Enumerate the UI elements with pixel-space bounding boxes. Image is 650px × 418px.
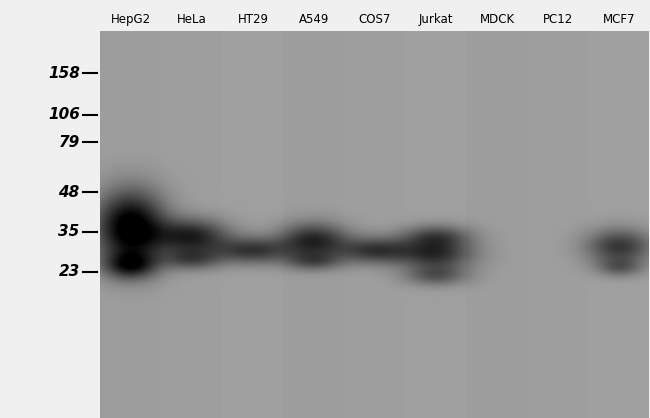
Text: PC12: PC12 xyxy=(543,13,573,26)
Text: 158: 158 xyxy=(48,66,80,81)
Text: 79: 79 xyxy=(58,135,80,150)
Text: Jurkat: Jurkat xyxy=(419,13,453,26)
Text: 48: 48 xyxy=(58,185,80,200)
Text: 106: 106 xyxy=(48,107,80,122)
Text: MDCK: MDCK xyxy=(480,13,515,26)
Text: 35: 35 xyxy=(58,224,80,240)
Text: MCF7: MCF7 xyxy=(603,13,635,26)
Text: HepG2: HepG2 xyxy=(111,13,151,26)
Text: COS7: COS7 xyxy=(359,13,391,26)
Text: HT29: HT29 xyxy=(237,13,268,26)
Text: HeLa: HeLa xyxy=(177,13,207,26)
Text: A549: A549 xyxy=(299,13,329,26)
Text: 23: 23 xyxy=(58,264,80,279)
